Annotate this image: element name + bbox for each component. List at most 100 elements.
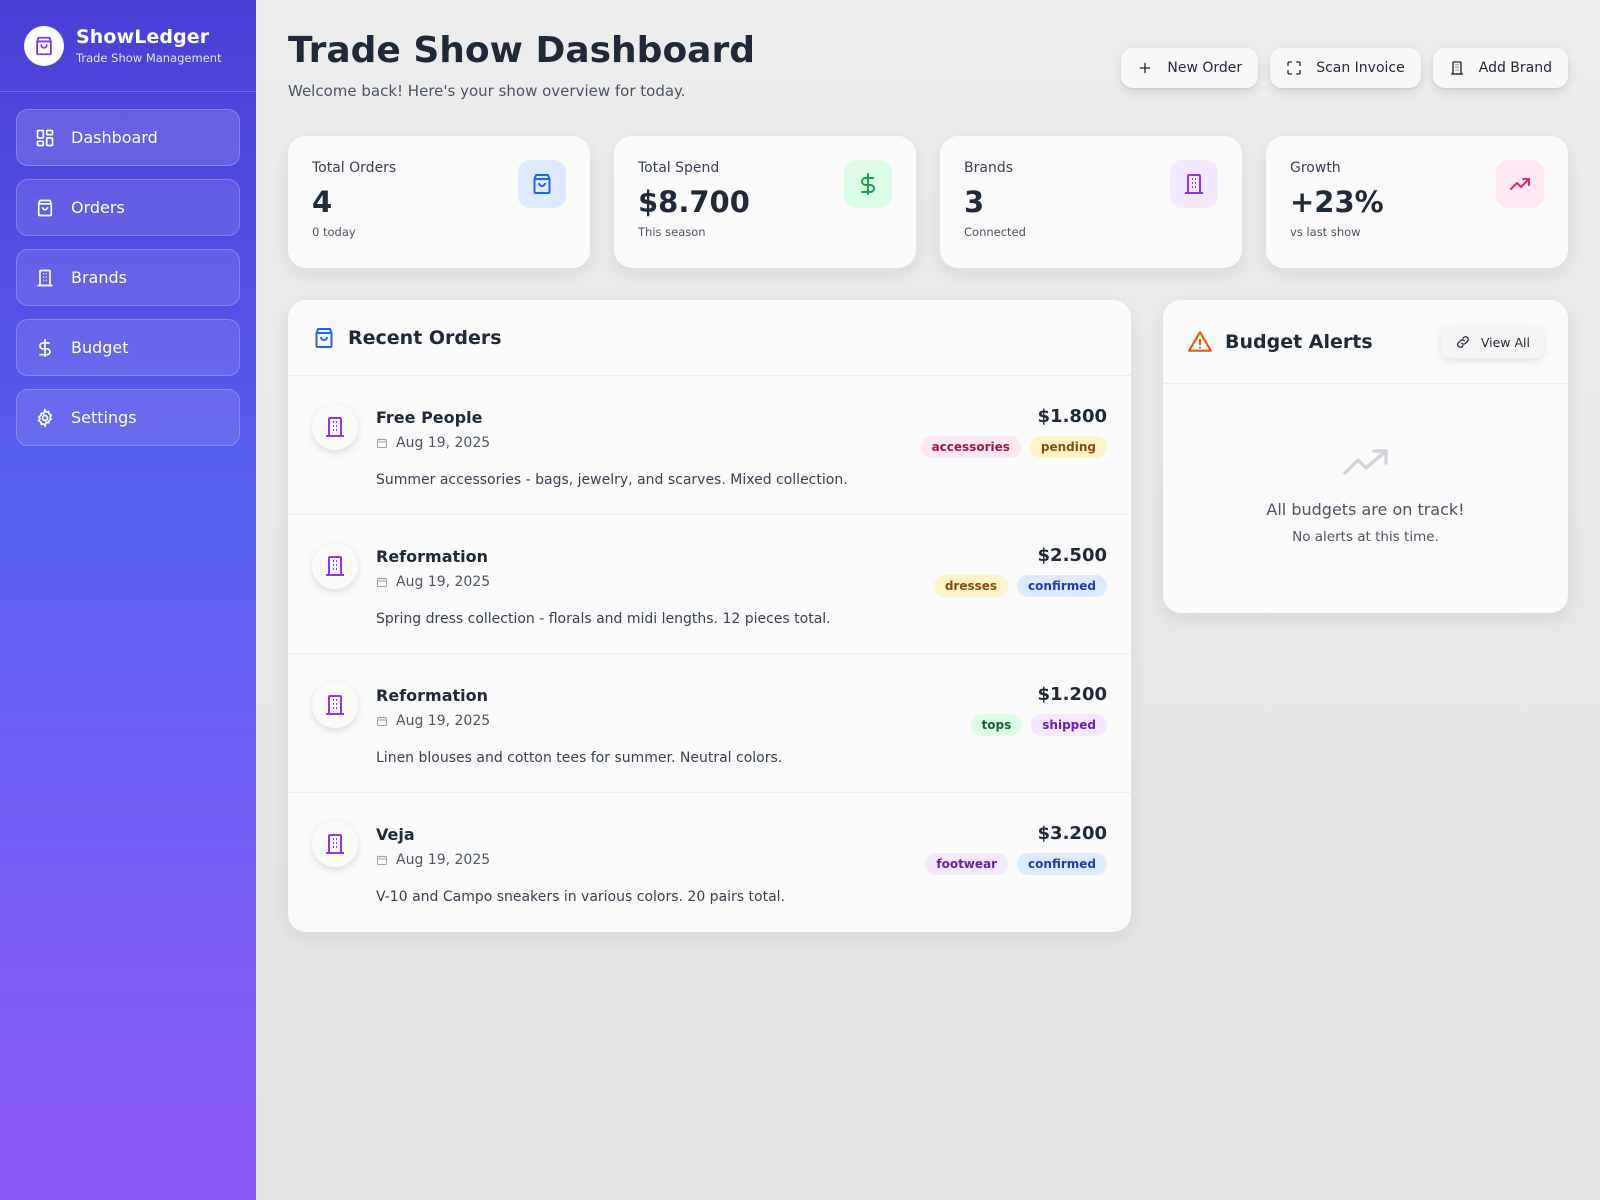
shopping-bag-icon: [24, 25, 64, 66]
order-row[interactable]: Reformation Aug 19, 2025 Spring dress coll…: [288, 515, 1131, 654]
recent-orders-title: Recent Orders: [348, 326, 502, 349]
new-order-label: New Order: [1167, 60, 1243, 76]
stat-card-brands: Brands 3 Connected: [940, 136, 1242, 268]
order-tag: dresses: [933, 575, 1009, 597]
calendar-icon: [377, 438, 387, 448]
sidebar-item-settings[interactable]: Settings: [16, 389, 240, 446]
stat-card-total-spend: Total Spend $8.700 This season: [614, 136, 916, 268]
dollar-icon: [35, 338, 55, 358]
order-tag: accessories: [920, 436, 1021, 458]
trending-up-icon: [1163, 448, 1568, 478]
order-date: Aug 19, 2025: [376, 852, 490, 868]
order-tags: tops shipped: [970, 714, 1107, 736]
order-description: Spring dress collection - florals and mi…: [376, 611, 831, 627]
order-tags: dresses confirmed: [933, 575, 1107, 597]
order-brand: Reformation: [376, 547, 488, 566]
order-tag: confirmed: [1017, 853, 1107, 875]
sidebar-item-label: Brands: [71, 268, 127, 287]
sidebar-item-budget[interactable]: Budget: [16, 319, 240, 376]
calendar-icon: [377, 577, 387, 587]
recent-orders-header: Recent Orders: [288, 300, 1131, 376]
scan-invoice-button[interactable]: Scan Invoice: [1270, 48, 1421, 88]
order-tag: pending: [1029, 436, 1107, 458]
view-all-label: View All: [1480, 334, 1530, 350]
stat-label: Brands: [964, 160, 1013, 176]
sidebar-item-label: Settings: [71, 408, 137, 427]
sidebar-item-label: Budget: [71, 338, 129, 357]
order-description: Linen blouses and cotton tees for summer…: [376, 750, 783, 766]
recent-orders-card: Recent Orders Free People Aug 19, 2025 Sum…: [288, 300, 1131, 932]
stat-note: Connected: [964, 225, 1026, 239]
sidebar-item-orders[interactable]: Orders: [16, 179, 240, 236]
dashboard-grid-icon: [35, 128, 55, 148]
budget-alerts-header: Budget Alerts View All: [1163, 300, 1568, 384]
building-icon: [312, 682, 358, 728]
order-row[interactable]: Free People Aug 19, 2025 Summer accessorie…: [288, 376, 1131, 515]
stats-row: Total Orders 4 0 today Total Spend $8.70…: [288, 136, 1568, 268]
order-amount: $1.200: [1037, 684, 1107, 705]
calendar-icon: [377, 716, 387, 726]
order-row[interactable]: Reformation Aug 19, 2025 Linen blouses and…: [288, 654, 1131, 793]
stat-card-growth: Growth +23% vs last show: [1266, 136, 1568, 268]
order-amount: $1.800: [1037, 406, 1107, 427]
order-tags: footwear confirmed: [925, 853, 1107, 875]
app-brand: ShowLedger Trade Show Management: [0, 0, 256, 92]
stat-note: vs last show: [1290, 225, 1361, 239]
shopping-bag-icon: [35, 198, 55, 218]
scan-invoice-label: Scan Invoice: [1316, 60, 1405, 76]
order-brand: Reformation: [376, 686, 488, 705]
building-icon: [1170, 160, 1218, 208]
order-description: Summer accessories - bags, jewelry, and …: [376, 472, 848, 488]
empty-state-subtitle: No alerts at this time.: [1292, 529, 1439, 545]
stat-value: 4: [312, 185, 333, 219]
calendar-icon: [377, 855, 387, 865]
budget-alerts-empty-state: All budgets are on track! No alerts at t…: [1163, 448, 1568, 545]
add-brand-button[interactable]: Add Brand: [1432, 48, 1568, 88]
stat-label: Total Orders: [312, 160, 397, 176]
order-date-text: Aug 19, 2025: [396, 713, 491, 729]
view-all-button[interactable]: View All: [1440, 326, 1544, 358]
sidebar: ShowLedger Trade Show Management Dashboa…: [0, 0, 256, 1200]
sidebar-item-label: Dashboard: [71, 128, 158, 147]
add-brand-label: Add Brand: [1478, 60, 1552, 76]
warning-icon: [1188, 330, 1212, 352]
shopping-bag-icon: [315, 327, 333, 348]
scan-icon: [1287, 61, 1301, 75]
sidebar-item-brands[interactable]: Brands: [16, 249, 240, 306]
shopping-bag-icon: [518, 160, 566, 208]
page-title: Trade Show Dashboard: [288, 30, 755, 71]
stat-label: Growth: [1290, 160, 1341, 176]
sidebar-item-label: Orders: [71, 198, 125, 217]
link-icon: [1456, 336, 1469, 348]
order-tag: shipped: [1031, 714, 1107, 736]
new-order-button[interactable]: New Order: [1121, 48, 1259, 88]
orders-list: Free People Aug 19, 2025 Summer accessorie…: [288, 376, 1131, 932]
building-icon: [312, 543, 358, 589]
stat-label: Total Spend: [638, 160, 720, 176]
app-tagline: Trade Show Management: [76, 51, 222, 65]
sidebar-item-dashboard[interactable]: Dashboard: [16, 109, 240, 166]
building-icon: [1450, 61, 1463, 75]
stat-note: This season: [638, 225, 706, 239]
building-icon: [312, 821, 358, 867]
app-name: ShowLedger: [76, 26, 210, 48]
order-tag: footwear: [925, 853, 1009, 875]
stat-note: 0 today: [312, 225, 356, 239]
stat-value: +23%: [1290, 185, 1384, 219]
gear-icon: [35, 407, 55, 428]
order-amount: $2.500: [1037, 545, 1107, 566]
order-date-text: Aug 19, 2025: [396, 852, 491, 868]
order-date: Aug 19, 2025: [376, 435, 490, 451]
header-actions: New Order Scan Invoice Add Brand: [1121, 48, 1568, 88]
building-icon: [312, 404, 358, 450]
stat-value: $8.700: [638, 185, 750, 219]
dollar-icon: [844, 160, 892, 208]
order-tag: tops: [970, 714, 1023, 736]
sidebar-nav: Dashboard Orders Brands Budget Settings: [0, 92, 256, 446]
budget-alerts-title: Budget Alerts: [1225, 330, 1373, 353]
order-row[interactable]: Veja Aug 19, 2025 V-10 and Campo sneakers …: [288, 793, 1131, 932]
empty-state-title: All budgets are on track!: [1266, 500, 1465, 519]
order-tag: confirmed: [1017, 575, 1107, 597]
stat-card-total-orders: Total Orders 4 0 today: [288, 136, 590, 268]
order-date-text: Aug 19, 2025: [396, 574, 491, 590]
